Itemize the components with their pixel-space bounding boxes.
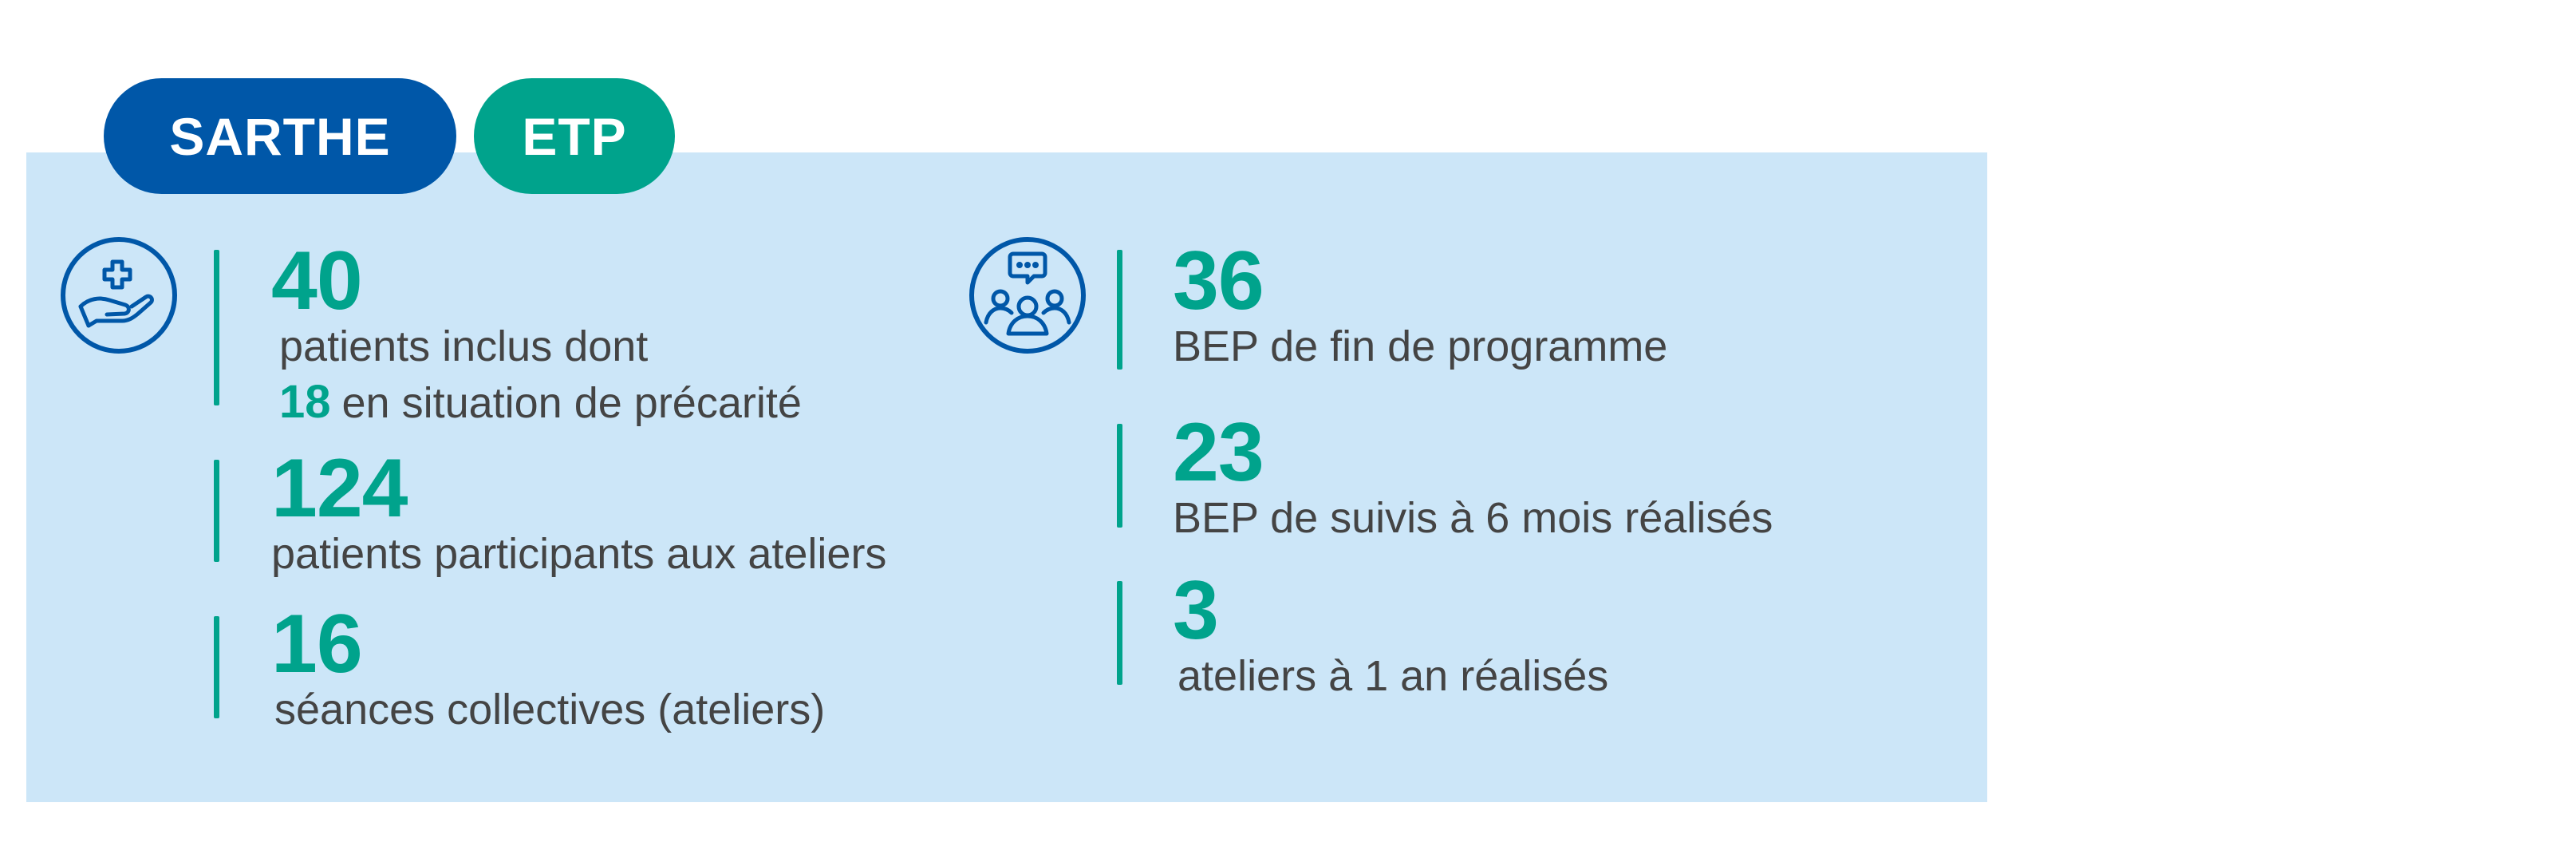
stat-sub-value: 18 xyxy=(279,376,331,428)
stats-panel xyxy=(26,152,1987,802)
stat-sub-line: 18 en situation de précarité xyxy=(279,374,802,431)
stat-label: patients inclus dont xyxy=(279,322,649,370)
divider-bar xyxy=(214,616,219,718)
stat-value: 36 xyxy=(1173,235,1264,327)
stat-value: 23 xyxy=(1173,406,1264,499)
region-tag: SARTHE xyxy=(104,78,456,194)
stat-value: 40 xyxy=(271,235,363,327)
stat-collective-sessions: 16 séances collectives (ateliers) xyxy=(271,598,826,737)
stat-end-program-bep: 36 BEP de fin de programme xyxy=(1173,235,1668,374)
stat-label: patients participants aux ateliers xyxy=(271,530,887,578)
divider-bar xyxy=(1117,250,1122,370)
divider-bar xyxy=(214,250,219,405)
program-tag: ETP xyxy=(474,78,675,194)
group-discussion-icon xyxy=(968,236,1087,354)
divider-bar xyxy=(1117,424,1122,528)
stat-workshop-participants: 124 patients participants aux ateliers xyxy=(271,442,887,582)
stat-sub-label: en situation de précarité xyxy=(341,379,802,427)
stat-value: 16 xyxy=(271,598,363,690)
stat-one-year-workshops: 3 ateliers à 1 an réalisés xyxy=(1173,564,1609,704)
stat-value: 124 xyxy=(271,442,408,535)
stat-label: ateliers à 1 an réalisés xyxy=(1178,652,1609,700)
stat-six-month-bep: 23 BEP de suivis à 6 mois réalisés xyxy=(1173,406,1773,546)
hand-with-medical-cross-icon xyxy=(60,236,178,354)
stat-label: séances collectives (ateliers) xyxy=(274,686,826,733)
divider-bar xyxy=(214,460,219,562)
stat-value: 3 xyxy=(1173,564,1219,657)
stat-label: BEP de fin de programme xyxy=(1173,322,1668,370)
divider-bar xyxy=(1117,581,1122,685)
stat-label: BEP de suivis à 6 mois réalisés xyxy=(1173,494,1773,542)
stat-patients-included: 40 patients inclus dont 18 en situation d… xyxy=(271,235,802,431)
